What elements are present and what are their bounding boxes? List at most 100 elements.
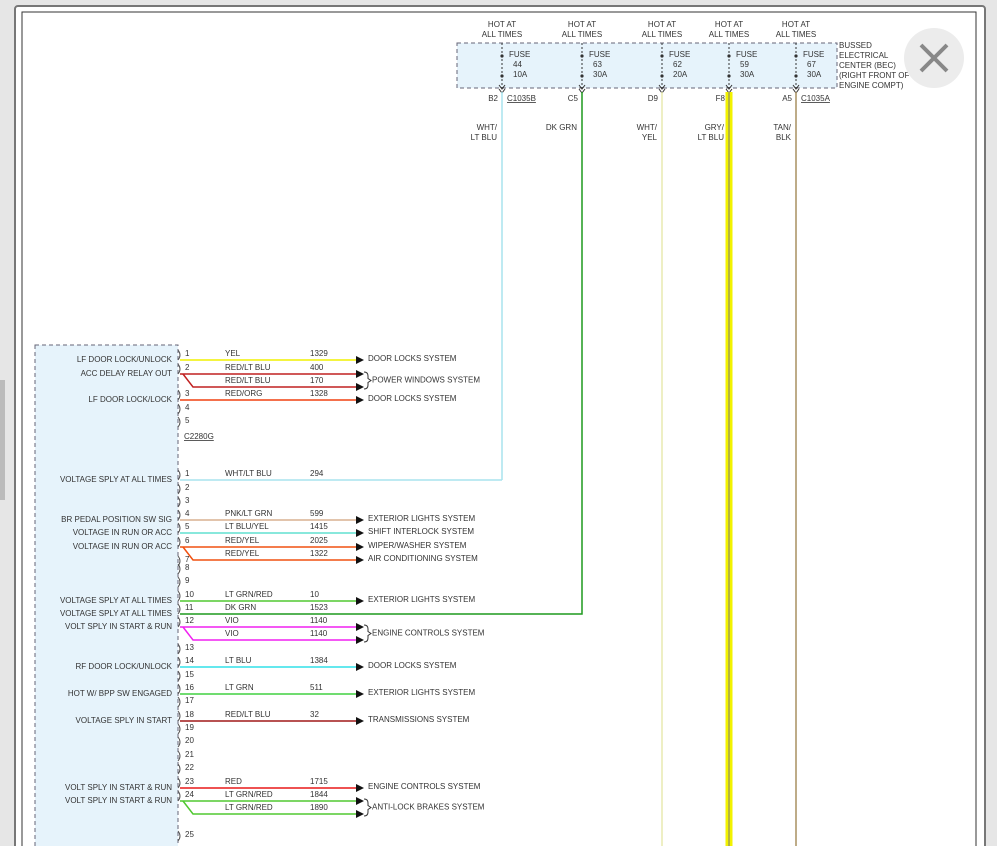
arrow	[356, 370, 364, 378]
pin-bracket	[177, 750, 181, 762]
fuse-hot: ALL TIMES	[482, 30, 522, 39]
connector-name: C1035A	[801, 94, 831, 103]
circuit-number: 1415	[310, 522, 328, 531]
destination: DOOR LOCKS SYSTEM	[368, 394, 457, 403]
pin-number: 20	[185, 736, 194, 745]
circuit-number: 400	[310, 363, 324, 372]
pin-bracket	[177, 403, 181, 415]
fuse-pin: A5	[782, 94, 792, 103]
pin-bracket	[177, 790, 181, 802]
wire-color: PNK/LT GRN	[225, 509, 272, 518]
pin-number: 1	[185, 349, 190, 358]
wire-color: LT BLU/YEL	[225, 522, 269, 531]
pin-number: 11	[185, 603, 194, 612]
destination: EXTERIOR LIGHTS SYSTEM	[368, 688, 475, 697]
pin-bracket	[177, 563, 181, 575]
pin-bracket	[177, 763, 181, 775]
arrow	[356, 597, 364, 605]
pin-number: 21	[185, 750, 194, 759]
arrow	[356, 784, 364, 792]
bec-label: ELECTRICAL	[839, 51, 889, 60]
fuse-number: 59	[740, 60, 749, 69]
pin-number: 2	[185, 363, 190, 372]
fuse-hot: ALL TIMES	[642, 30, 682, 39]
pin-number: 6	[185, 536, 190, 545]
wire-color: LT GRN/RED	[225, 790, 273, 799]
wire-color: LT BLU	[225, 656, 252, 665]
fuse-dot	[500, 54, 504, 58]
bec-label: ENGINE COMPT)	[839, 81, 904, 90]
arrow	[356, 690, 364, 698]
bec-label: BUSSED	[839, 41, 872, 50]
arrow	[356, 356, 364, 364]
destination: DOOR LOCKS SYSTEM	[368, 661, 457, 670]
arrow	[356, 663, 364, 671]
wire	[180, 613, 583, 615]
fuse-dot	[727, 54, 731, 58]
pin-number: 23	[185, 777, 194, 786]
arrow	[356, 383, 364, 391]
pin-number: 4	[185, 403, 190, 412]
pin-bracket	[177, 363, 181, 375]
pin-bracket	[177, 830, 181, 842]
fuse-dot	[660, 54, 664, 58]
wire-color: LT GRN/RED	[225, 803, 273, 812]
pin-bracket	[177, 670, 181, 682]
pin-number: 25	[185, 830, 194, 839]
circuit-number: 1322	[310, 549, 328, 558]
wire	[182, 546, 358, 561]
circuit-number: 294	[310, 469, 324, 478]
fuse-number: 44	[513, 60, 522, 69]
circuit-number: 1844	[310, 790, 328, 799]
wire-color: DK GRN	[225, 603, 256, 612]
fuse-label: FUSE	[803, 50, 824, 59]
pin-bracket	[177, 736, 181, 748]
pin-number: 22	[185, 763, 194, 772]
arrow	[356, 636, 364, 644]
scrollbar[interactable]	[0, 380, 5, 500]
pin-number: 7	[185, 555, 190, 564]
pin-number: 5	[185, 416, 190, 425]
wire-color: GRY/	[705, 123, 725, 132]
fuse-pin: F8	[716, 94, 726, 103]
pin-bracket	[177, 469, 181, 481]
fuse-pin: D9	[648, 94, 659, 103]
pin-bracket	[177, 349, 181, 361]
pin-label: VOLT SPLY IN START & RUN	[65, 622, 172, 631]
fuse-hot: HOT AT	[488, 20, 516, 29]
pin-bracket	[177, 696, 181, 708]
pin-number: 19	[185, 723, 194, 732]
arrow	[356, 396, 364, 404]
pin-label: VOLTAGE SPLY AT ALL TIMES	[60, 596, 172, 605]
pin-label: LF DOOR LOCK/LOCK	[88, 395, 172, 404]
wire-color: RED/LT BLU	[225, 363, 271, 372]
destination: EXTERIOR LIGHTS SYSTEM	[368, 514, 475, 523]
wire	[182, 373, 358, 388]
pin-number: 2	[185, 483, 190, 492]
fuse-rating: 20A	[673, 70, 688, 79]
fuse-label: FUSE	[509, 50, 530, 59]
pin-label: HOT W/ BPP SW ENGAGED	[68, 689, 172, 698]
wire-color: VIO	[225, 629, 239, 638]
close-button[interactable]	[904, 28, 964, 88]
pin-label: BR PEDAL POSITION SW SIG	[61, 515, 172, 524]
arrow	[356, 717, 364, 725]
wire-color: TAN/	[773, 123, 791, 132]
circuit-number: 1329	[310, 349, 328, 358]
wire-color: RED/ORG	[225, 389, 262, 398]
pin-label: VOLTAGE IN RUN OR ACC	[73, 542, 172, 551]
wire-color: RED/LT BLU	[225, 376, 271, 385]
circuit-number: 599	[310, 509, 324, 518]
fuse-label: FUSE	[736, 50, 757, 59]
destination: ANTI-LOCK BRAKES SYSTEM	[372, 803, 485, 812]
destination: EXTERIOR LIGHTS SYSTEM	[368, 595, 475, 604]
pin-bracket	[177, 576, 181, 588]
wire-color: LT BLU	[471, 133, 498, 142]
circuit-number: 10	[310, 590, 319, 599]
close-icon[interactable]	[919, 43, 949, 73]
circuit-number: 1523	[310, 603, 328, 612]
wire-color: LT GRN	[225, 683, 254, 692]
pin-label: ACC DELAY RELAY OUT	[81, 369, 173, 378]
pin-label: LF DOOR LOCK/UNLOCK	[77, 355, 173, 364]
fuse-hot: ALL TIMES	[776, 30, 816, 39]
